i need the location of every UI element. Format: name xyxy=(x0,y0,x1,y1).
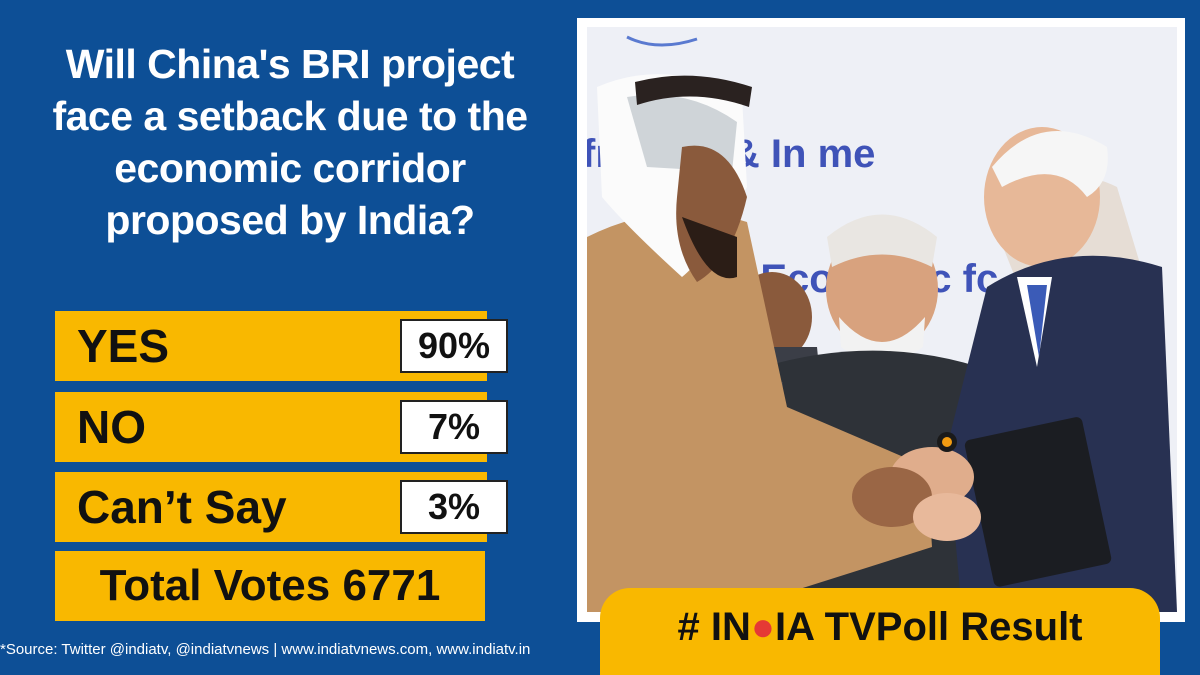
option-percent: 90% xyxy=(400,319,508,373)
hash-symbol: # xyxy=(677,605,700,649)
source-credit: *Source: Twitter @indiatv, @indiatvnews … xyxy=(0,641,531,658)
option-label: YES xyxy=(77,320,170,372)
option-label: NO xyxy=(77,401,146,453)
banner-title: # IN●IA TVPoll Result xyxy=(600,602,1160,652)
poll-option-cant-say: Can’t Say 3% xyxy=(55,472,508,542)
option-label: Can’t Say xyxy=(77,481,287,533)
question-line: proposed by India? xyxy=(105,197,475,243)
poll-result-banner: # IN●IA TVPoll Result xyxy=(600,588,1160,675)
poll-question: Will China's BRI project face a setback … xyxy=(20,38,560,246)
logo-text-end: IA TV xyxy=(775,605,876,649)
total-votes: Total Votes 6771 xyxy=(55,551,485,621)
logo-dot-icon: ● xyxy=(750,605,776,649)
question-line: Will China's BRI project xyxy=(65,41,515,87)
option-percent: 7% xyxy=(400,400,508,454)
question-line: economic corridor xyxy=(114,145,466,191)
leaders-handshake-photo: fr cture & In me e Economic fc xyxy=(587,27,1177,612)
poll-option-yes: YES 90% xyxy=(55,311,508,381)
poll-option-no: NO 7% xyxy=(55,392,508,462)
india-tv-logo: IN●IA TV xyxy=(711,605,876,649)
logo-text-start: IN xyxy=(710,605,751,649)
banner-suffix: Poll Result xyxy=(875,605,1083,649)
option-percent: 3% xyxy=(400,480,508,534)
question-line: face a setback due to the xyxy=(52,93,528,139)
